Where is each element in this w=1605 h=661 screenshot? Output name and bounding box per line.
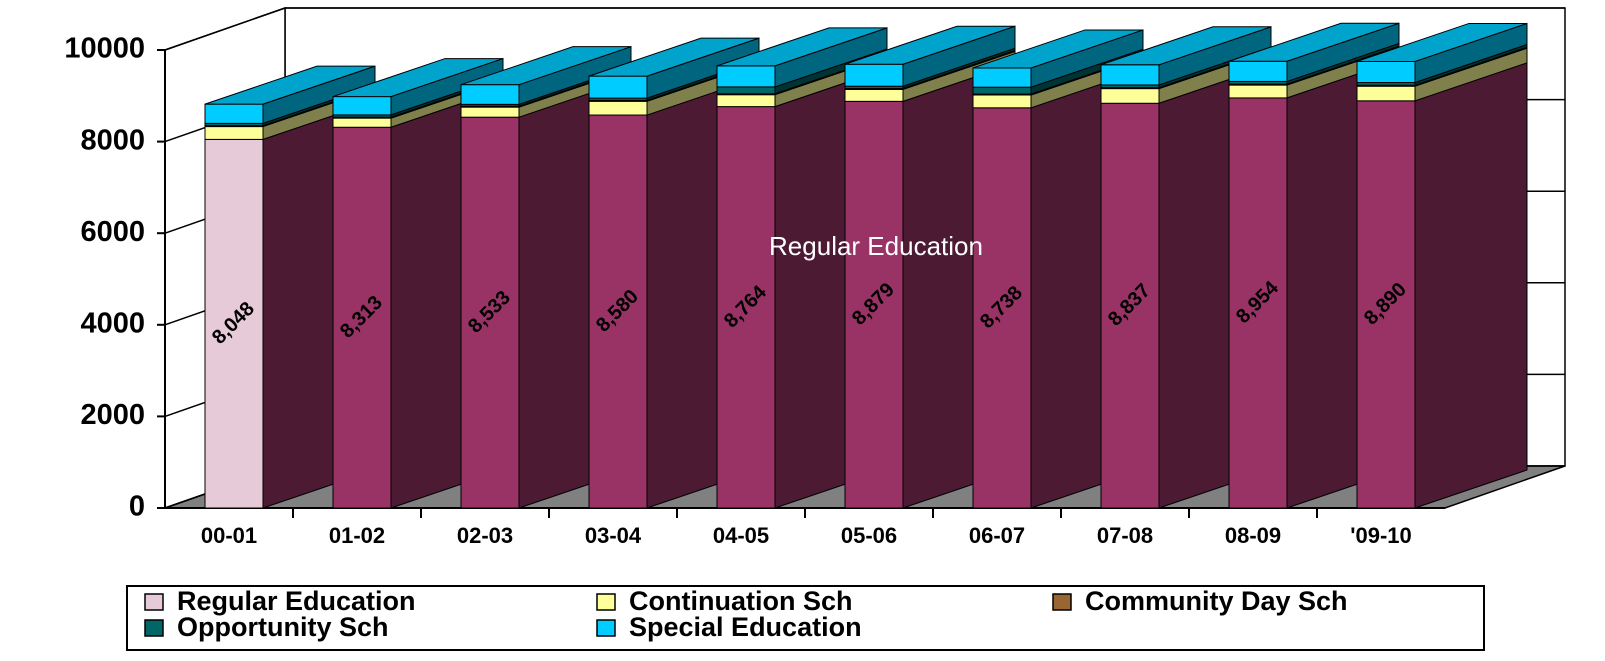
bar — [1228, 60, 1288, 82]
legend-label: Regular Education — [177, 586, 416, 616]
legend-swatch — [1052, 593, 1072, 611]
bar — [332, 96, 392, 116]
bar-top — [716, 27, 888, 67]
bar — [716, 65, 776, 88]
bar — [972, 94, 1032, 109]
y-tick-label: 4000 — [80, 307, 145, 339]
bar — [588, 100, 648, 116]
x-tick-label: 02-03 — [457, 523, 513, 548]
bar — [972, 86, 1032, 95]
x-tick-label: 04-05 — [713, 523, 769, 548]
bar — [1356, 100, 1416, 509]
bar-top — [204, 65, 376, 105]
bar — [972, 107, 1032, 509]
legend-swatch — [144, 619, 164, 637]
bar — [844, 88, 904, 102]
legend-swatch — [596, 619, 616, 637]
bar — [716, 106, 776, 509]
legend-swatch — [144, 593, 164, 611]
bar-top — [972, 29, 1144, 69]
bar — [588, 114, 648, 509]
bar-top — [460, 46, 632, 86]
bar-top — [588, 37, 760, 77]
y-tick-label: 0 — [129, 491, 145, 523]
bar-side — [1414, 62, 1528, 509]
y-tick-label: 8000 — [80, 124, 145, 156]
bar — [1228, 84, 1288, 99]
x-tick-label: 01-02 — [329, 523, 385, 548]
bar — [204, 103, 264, 124]
y-tick-label: 10000 — [64, 33, 145, 65]
legend-box — [126, 585, 1485, 651]
legend-label: Community Day Sch — [1085, 586, 1348, 616]
legend-label: Opportunity Sch — [177, 612, 389, 642]
bar — [460, 84, 520, 105]
bar-top — [844, 25, 1016, 65]
legend-label: Special Education — [629, 612, 862, 642]
bar — [1228, 97, 1288, 509]
x-tick-label: 05-06 — [841, 523, 897, 548]
x-tick-label: 07-08 — [1097, 523, 1153, 548]
bar-top — [1356, 22, 1528, 62]
x-tick-label: '09-10 — [1350, 523, 1412, 548]
bar — [460, 106, 520, 118]
x-tick-label: 08-09 — [1225, 523, 1281, 548]
bar — [1100, 64, 1160, 86]
bar — [1100, 102, 1160, 509]
bar-top — [1228, 22, 1400, 62]
bar — [844, 63, 904, 87]
legend-label: Continuation Sch — [629, 586, 852, 616]
bar — [844, 100, 904, 509]
bar — [1100, 88, 1160, 104]
y-tick-label: 6000 — [80, 216, 145, 248]
annotation: Regular Education — [769, 231, 983, 261]
bar — [972, 67, 1032, 88]
bar — [332, 117, 392, 128]
grid-line — [164, 7, 286, 51]
bar — [588, 75, 648, 99]
bar — [204, 126, 264, 140]
x-tick-label: 03-04 — [585, 523, 642, 548]
legend-swatch — [596, 593, 616, 611]
y-tick-label: 2000 — [80, 399, 145, 431]
bar — [332, 126, 392, 509]
bar — [716, 94, 776, 108]
bar — [1356, 85, 1416, 102]
bar-top — [1100, 26, 1272, 66]
bar — [1356, 60, 1416, 84]
bar-top — [332, 58, 504, 98]
bar — [716, 86, 776, 95]
x-tick-label: 00-01 — [201, 523, 257, 548]
x-tick-label: 06-07 — [969, 523, 1025, 548]
